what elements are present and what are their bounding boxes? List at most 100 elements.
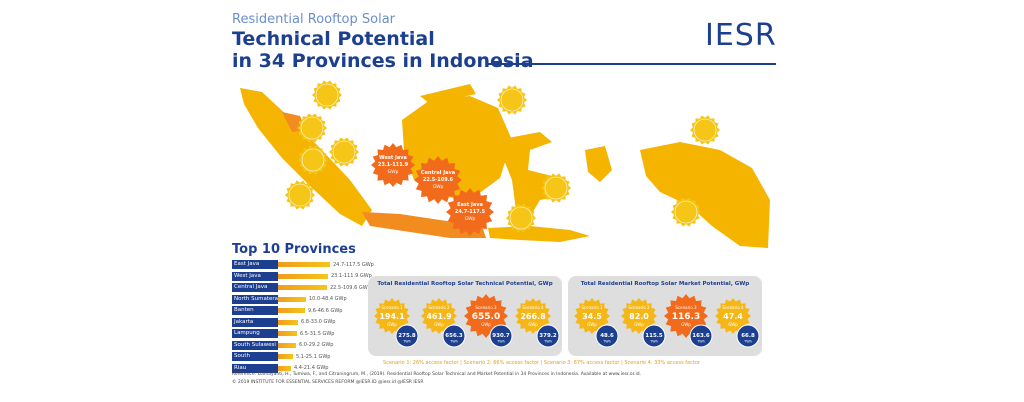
top10-row: Riau 4.4-21.4 GWp bbox=[232, 363, 329, 373]
badge-province: East Java bbox=[457, 202, 483, 208]
badge-province: Central Java bbox=[421, 170, 455, 176]
energy-circle bbox=[736, 324, 760, 348]
scenario-twh-unit: TWh bbox=[649, 340, 658, 344]
scenario-twh: 163.6 bbox=[692, 333, 710, 339]
scenario-twh: 48.6 bbox=[600, 333, 614, 339]
badge-unit: GWp bbox=[388, 169, 399, 175]
copyright-text: © 2019 INSTITUTE FOR ESSENTIAL SERVICES … bbox=[232, 380, 355, 385]
scenario-gwp: 47.4 bbox=[723, 312, 743, 321]
province-bar bbox=[278, 319, 298, 325]
scenario-sun bbox=[574, 298, 610, 334]
badge-inner bbox=[315, 83, 339, 107]
scenario-twh: 115.5 bbox=[645, 333, 663, 339]
province-value: 23.1-111.9 GWp bbox=[331, 273, 372, 279]
province-name: South Sulawesi bbox=[232, 340, 278, 350]
scenario-sun bbox=[421, 298, 457, 334]
badge-inner bbox=[288, 183, 312, 207]
energy-circle bbox=[489, 324, 513, 348]
scenario-twh-unit: TWh bbox=[602, 340, 611, 344]
copyright: © 2019 INSTITUTE FOR ESSENTIAL SERVICES … bbox=[232, 380, 424, 385]
badge-value: 23.1-111.9 bbox=[378, 162, 409, 168]
separator: | bbox=[539, 360, 544, 366]
top10-title: Top 10 Provinces bbox=[232, 242, 356, 257]
scenario-note-item: Scenario 4: 33% access factor bbox=[624, 360, 700, 366]
province-bar bbox=[278, 262, 330, 267]
scenario-gwp: 116.3 bbox=[672, 312, 700, 322]
scenario-gwp: 34.5 bbox=[582, 312, 602, 321]
scenario-gwp: 266.8 bbox=[520, 312, 546, 321]
badge bbox=[298, 145, 328, 175]
province-bar bbox=[278, 331, 297, 336]
province-bar bbox=[278, 296, 306, 302]
energy-circle bbox=[536, 324, 560, 348]
scenario-label: Scenario 1 bbox=[581, 305, 603, 310]
top10-row: Jakarta 6.8-33.0 GWp bbox=[232, 317, 336, 327]
province-value: 6.8-33.0 GWp bbox=[301, 319, 336, 325]
province-name: Central Java bbox=[232, 283, 278, 292]
top10-row: East Java 24.7-117.5 GWp bbox=[232, 260, 374, 269]
badge-inner bbox=[509, 206, 533, 230]
province-bar bbox=[278, 342, 296, 348]
scenario-sun bbox=[621, 298, 657, 334]
title: Technical Potential bbox=[232, 28, 435, 50]
scenario-label: Scenario 4 bbox=[722, 305, 744, 310]
badge-unit: GWp bbox=[433, 184, 444, 190]
province-bar bbox=[278, 273, 328, 279]
scenario-gwp: 82.0 bbox=[629, 312, 649, 321]
province-value: 4.4-21.4 GWp bbox=[294, 365, 329, 371]
scenario-twh-unit: TWh bbox=[543, 340, 552, 344]
top10-row: North Sumatera 10.0-48.4 GWp bbox=[232, 294, 347, 304]
scenario-note-item: Scenario 2: 66% access factor bbox=[463, 360, 540, 366]
scenario-twh: 656.3 bbox=[445, 333, 463, 339]
scenario-gwp-unit: GWp bbox=[481, 322, 491, 327]
badge bbox=[414, 156, 462, 204]
province-bar bbox=[278, 308, 305, 313]
province-name: West Java bbox=[232, 271, 278, 281]
badge bbox=[446, 188, 494, 236]
scenario-twh: 379.2 bbox=[539, 333, 557, 339]
badge-inner bbox=[544, 176, 568, 200]
badge-inner bbox=[332, 140, 356, 164]
badge bbox=[297, 113, 327, 143]
scenario-label: Scenario 4 bbox=[522, 305, 544, 310]
badge-inner bbox=[300, 116, 324, 140]
province-value: 6.5-31.5 GWp bbox=[300, 330, 335, 337]
province-value: 6.0-29.2 GWp bbox=[299, 342, 334, 348]
badge-province: West Java bbox=[379, 155, 407, 161]
scenario-note-item: Scenario 3: 87% access factor bbox=[543, 360, 620, 366]
top10-row: Central Java 22.5-109.6 GWp bbox=[232, 283, 371, 292]
scenario-sun bbox=[374, 298, 410, 334]
logo: IESR bbox=[705, 18, 777, 53]
scenario-twh-unit: TWh bbox=[696, 340, 705, 344]
scenario-gwp: 194.1 bbox=[379, 312, 405, 321]
separator: | bbox=[458, 360, 464, 366]
scenario-gwp: 461.9 bbox=[426, 312, 452, 321]
small-badges bbox=[285, 80, 720, 233]
scenario-gwp-unit: GWp bbox=[728, 322, 738, 327]
scenario-twh-unit: TWh bbox=[496, 340, 505, 344]
scenario-label: Scenario 1 bbox=[381, 305, 403, 310]
separator: | bbox=[619, 360, 625, 366]
top10-row: West Java 23.1-111.9 GWp bbox=[232, 271, 372, 281]
energy-circle bbox=[395, 324, 419, 348]
energy-circle bbox=[595, 324, 619, 348]
province-value: 10.0-48.4 GWp bbox=[309, 296, 347, 302]
province-name: North Sumatera bbox=[232, 294, 279, 304]
scenario-label: Scenario 3 bbox=[675, 305, 697, 310]
scenario-twh: 275.8 bbox=[398, 333, 416, 339]
scenario-gwp-unit: GWp bbox=[528, 322, 538, 327]
box-title: Total Residential Rooftop Solar Market P… bbox=[580, 281, 750, 287]
badge bbox=[329, 137, 359, 167]
province-name: Jakarta bbox=[232, 317, 278, 327]
scenario-label: Scenario 2 bbox=[428, 305, 450, 310]
scenario-gwp: 655.0 bbox=[472, 312, 500, 322]
province-value: 24.7-117.5 GWp bbox=[333, 261, 374, 268]
scenario-twh: 930.7 bbox=[492, 333, 510, 339]
badge-inner bbox=[500, 88, 524, 112]
scenario-gwp-unit: GWp bbox=[434, 322, 444, 327]
scenario-note: Scenario 1: 26% access factor | Scenario… bbox=[383, 360, 700, 366]
box-title: Total Residential Rooftop Solar Technica… bbox=[377, 281, 553, 287]
badge bbox=[506, 203, 536, 233]
